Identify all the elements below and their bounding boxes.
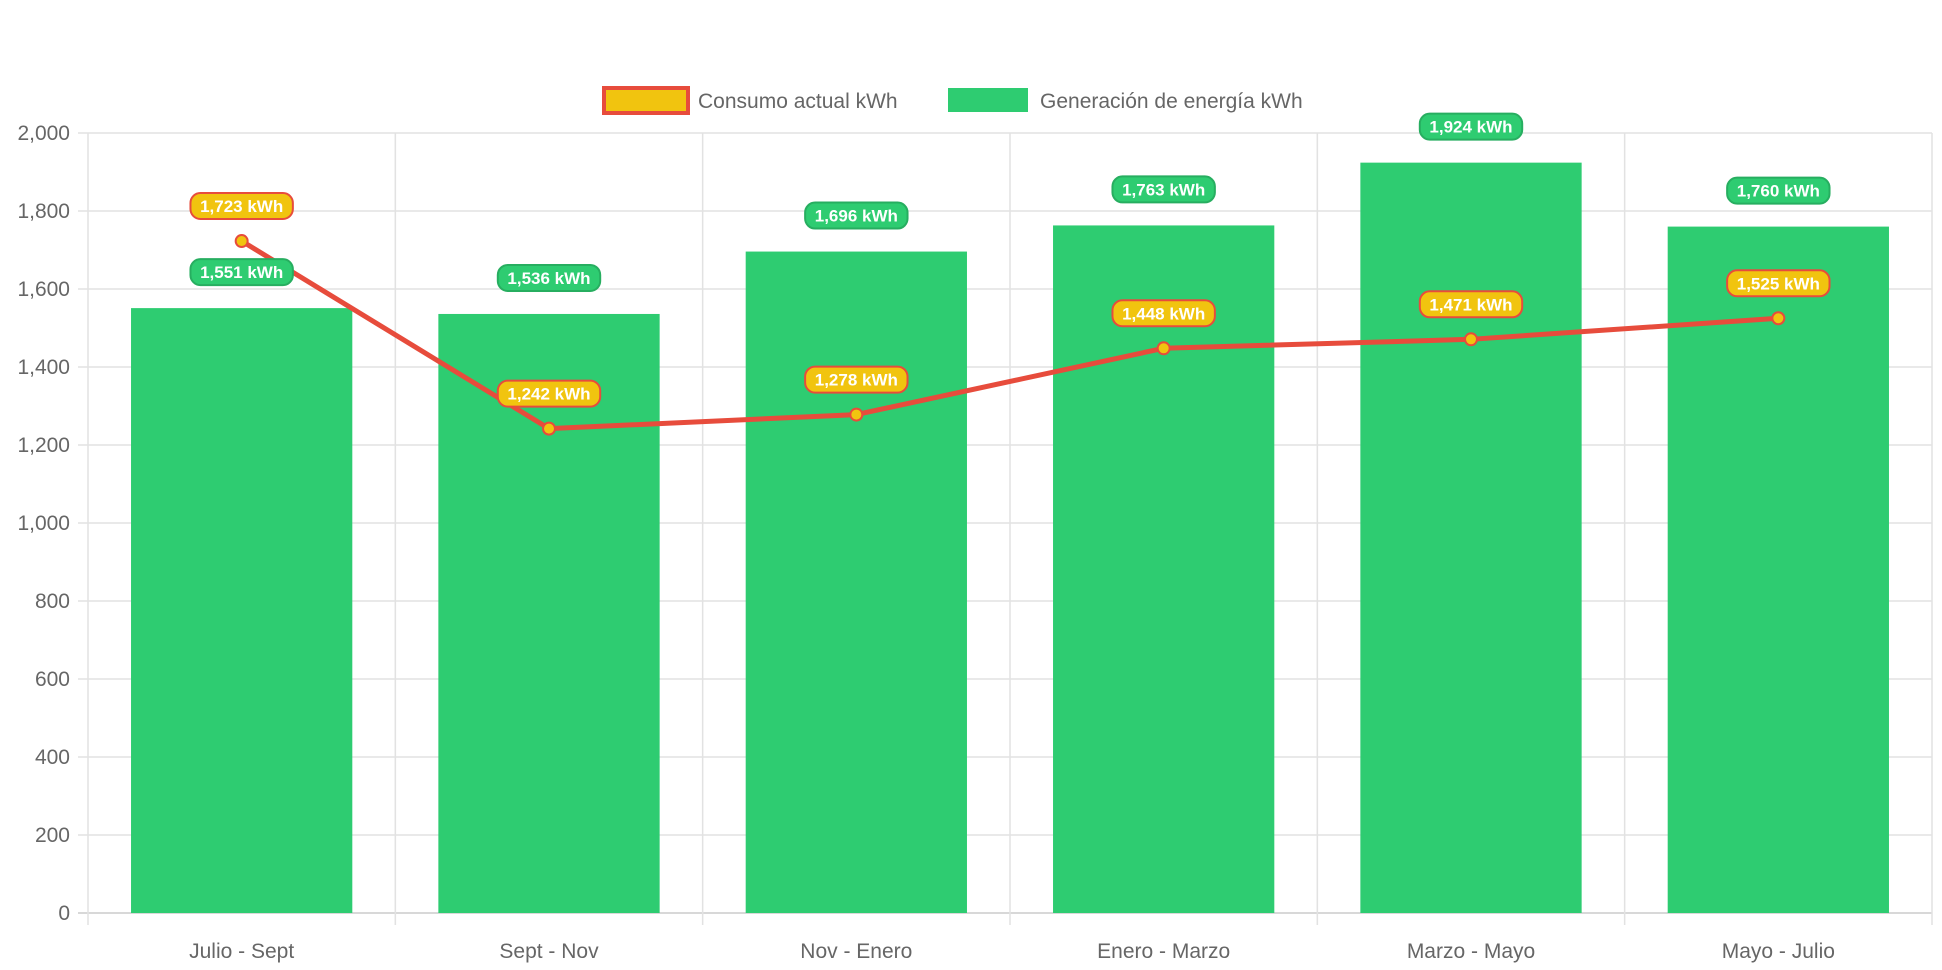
- x-tick-label: Enero - Marzo: [1097, 940, 1230, 963]
- y-tick-label: 0: [58, 902, 70, 925]
- y-tick-label: 1,800: [17, 200, 70, 223]
- data-label-generacion: 1,763 kWh: [1111, 175, 1216, 204]
- point-consumo: [1464, 332, 1478, 347]
- bar-generacion: [1360, 162, 1582, 913]
- data-label-generacion: 1,924 kWh: [1418, 112, 1524, 141]
- data-label-generacion-box: [189, 258, 294, 287]
- data-label-consumo: 1,278 kWh: [804, 365, 909, 394]
- data-label-consumo: 1,242 kWh: [496, 379, 602, 408]
- legend-label-consumo: Consumo actual kWh: [698, 90, 898, 113]
- data-label-consumo-text: 1,278 kWh: [815, 371, 898, 390]
- data-label-generacion: 1,696 kWh: [804, 201, 909, 230]
- data-label-generacion-text: 1,551 kWh: [200, 263, 283, 282]
- point-consumo: [234, 234, 249, 249]
- data-label-consumo-text: 1,471 kWh: [1429, 295, 1512, 314]
- data-label-generacion-text: 1,696 kWh: [815, 207, 898, 226]
- x-tick-label: Mayo - Julio: [1722, 940, 1835, 963]
- data-label-consumo: 1,525 kWh: [1726, 269, 1831, 298]
- point-consumo: [542, 421, 556, 436]
- data-label-generacion-box: [804, 201, 909, 230]
- data-label-generacion-text: 1,763 kWh: [1122, 180, 1205, 199]
- data-label-consumo-text: 1,448 kWh: [1122, 304, 1205, 323]
- data-label-consumo-box: [1726, 269, 1831, 298]
- x-tick-label: Marzo - Mayo: [1407, 940, 1535, 963]
- data-label-generacion-text: 1,536 kWh: [507, 269, 590, 288]
- data-label-generacion: 1,536 kWh: [496, 263, 602, 292]
- bars: [131, 162, 1889, 914]
- data-label-consumo: 1,723 kWh: [189, 192, 294, 221]
- legend-swatch-consumo: [602, 86, 690, 115]
- data-label-consumo-text: 1,723 kWh: [200, 197, 283, 216]
- data-label-consumo: 1,448 kWh: [1111, 299, 1216, 328]
- data-label-consumo-text: 1,525 kWh: [1737, 274, 1820, 293]
- axes: 0 200 400 600 800 1,000 1,200 1,400 1,600 1,800 2,…: [17, 122, 1834, 963]
- y-tick-label: 600: [35, 668, 70, 691]
- data-label-generacion-box: [1111, 175, 1216, 204]
- y-tick-label: 200: [35, 824, 70, 847]
- bar-generacion: [1667, 226, 1889, 914]
- point-consumo: [1771, 311, 1786, 326]
- data-label-consumo-box: [1111, 299, 1216, 328]
- data-label-consumo-box: [804, 365, 909, 394]
- data-label-consumo-box: [189, 192, 294, 221]
- x-tick-label: Sept - Nov: [499, 940, 599, 963]
- data-label-consumo-text: 1,242 kWh: [507, 385, 590, 404]
- legend-label-generacion: Generación de energía kWh: [1040, 90, 1303, 113]
- x-tick-label: Julio - Sept: [189, 940, 294, 963]
- data-label-consumo-box: [1418, 290, 1524, 319]
- y-tick-label: 1,200: [17, 434, 70, 457]
- bar-generacion: [438, 313, 660, 914]
- data-label-consumo: 1,471 kWh: [1418, 290, 1524, 319]
- y-tick-label: 2,000: [17, 122, 70, 145]
- y-tick-label: 800: [35, 590, 70, 613]
- y-tick-label: 1,600: [17, 278, 70, 301]
- legend-item-generacion[interactable]: Generación de energía kWh: [948, 88, 1303, 113]
- y-tick-label: 1,400: [17, 356, 70, 379]
- data-labels: 1,551 kWh 1,536 kWh 1,696 kWh 1,763 kWh 1,92…: [189, 112, 1831, 408]
- y-tick-label: 1,000: [17, 512, 70, 535]
- data-label-generacion-text: 1,924 kWh: [1429, 118, 1512, 137]
- grid: [78, 132, 1933, 925]
- data-label-generacion-text: 1,760 kWh: [1737, 182, 1820, 201]
- legend-item-consumo[interactable]: Consumo actual kWh: [602, 86, 898, 115]
- bar-generacion: [131, 308, 353, 913]
- data-label-consumo-box: [496, 379, 602, 408]
- bar-generacion: [1053, 225, 1275, 913]
- bar-generacion: [745, 251, 967, 913]
- point-consumo: [849, 407, 864, 422]
- legend-swatch-generacion: [948, 88, 1028, 112]
- x-tick-label: Nov - Enero: [800, 940, 912, 963]
- data-label-generacion-box: [1726, 176, 1831, 205]
- data-label-generacion-box: [1418, 112, 1524, 141]
- data-label-generacion: 1,551 kWh: [189, 258, 294, 287]
- point-consumo: [1156, 341, 1171, 356]
- legend: Consumo actual kWh Generación de energía…: [602, 86, 1303, 115]
- data-label-generacion: 1,760 kWh: [1726, 176, 1831, 205]
- data-label-generacion-box: [496, 263, 602, 292]
- y-tick-label: 400: [35, 746, 70, 769]
